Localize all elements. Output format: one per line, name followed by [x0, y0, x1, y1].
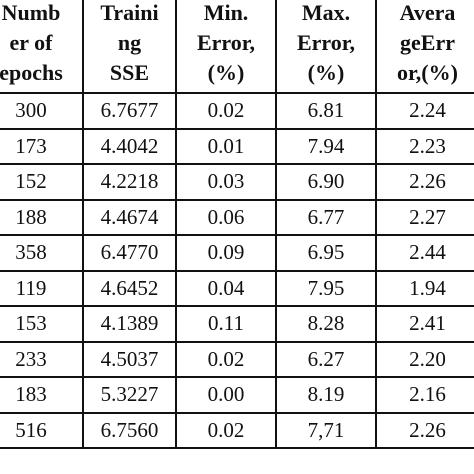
header-line: geErr — [400, 30, 455, 55]
table-row: 119 4.6452 0.04 7.95 1.94 — [0, 269, 474, 307]
cell-training-sse: 4.4042 — [82, 127, 177, 165]
cell-epochs: 300 — [0, 92, 84, 130]
cell-training-sse: 4.4674 — [82, 198, 177, 236]
header-average-error: Avera geErr or,(%) — [375, 0, 474, 94]
cell-epochs: 233 — [0, 340, 84, 378]
header-line: Avera — [399, 0, 456, 25]
header-line: or,(%) — [397, 60, 458, 85]
header-number-of-epochs: Numb er of epochs — [0, 0, 84, 94]
header-line: Traini — [100, 0, 159, 25]
table-row: 153 4.1389 0.11 8.28 2.41 — [0, 305, 474, 343]
cell-max-error: 6.81 — [275, 92, 377, 130]
header-line: er of — [9, 30, 53, 55]
cell-training-sse: 6.7560 — [82, 411, 177, 449]
cell-epochs: 516 — [0, 411, 84, 449]
cell-training-sse: 4.1389 — [82, 305, 177, 343]
cell-training-sse: 6.4770 — [82, 234, 177, 272]
table-row: 173 4.4042 0.01 7.94 2.23 — [0, 127, 474, 165]
cell-min-error: 0.01 — [175, 127, 277, 165]
header-line: Numb — [1, 0, 61, 25]
cell-max-error: 7,71 — [275, 411, 377, 449]
cell-average-error: 2.20 — [375, 340, 474, 378]
cell-epochs: 153 — [0, 305, 84, 343]
table-row: 183 5.3227 0.00 8.19 2.16 — [0, 376, 474, 414]
header-max-error: Max. Error, (%) — [275, 0, 377, 94]
header-line: Min. — [203, 0, 249, 25]
cell-average-error: 2.24 — [375, 92, 474, 130]
cell-average-error: 1.94 — [375, 269, 474, 307]
header-line: epochs — [0, 60, 63, 85]
cell-min-error: 0.04 — [175, 269, 277, 307]
cell-min-error: 0.02 — [175, 92, 277, 130]
table-row: 152 4.2218 0.03 6.90 2.26 — [0, 163, 474, 201]
cell-average-error: 2.23 — [375, 127, 474, 165]
cell-min-error: 0.02 — [175, 411, 277, 449]
cell-max-error: 6.95 — [275, 234, 377, 272]
header-line: Max. — [301, 0, 351, 25]
cell-average-error: 2.27 — [375, 198, 474, 236]
cell-max-error: 6.27 — [275, 340, 377, 378]
cell-min-error: 0.03 — [175, 163, 277, 201]
cell-min-error: 0.06 — [175, 198, 277, 236]
header-line: SSE — [109, 60, 150, 85]
cell-training-sse: 4.6452 — [82, 269, 177, 307]
cell-average-error: 2.41 — [375, 305, 474, 343]
table-row: 233 4.5037 0.02 6.27 2.20 — [0, 340, 474, 378]
cell-epochs: 183 — [0, 376, 84, 414]
header-line: (%) — [307, 60, 345, 85]
cell-min-error: 0.00 — [175, 376, 277, 414]
table-header-row: Numb er of epochs Traini ng SSE Min. Err… — [0, 0, 474, 94]
cell-epochs: 119 — [0, 269, 84, 307]
header-min-error: Min. Error, (%) — [175, 0, 277, 94]
cell-max-error: 6.77 — [275, 198, 377, 236]
table-row: 358 6.4770 0.09 6.95 2.44 — [0, 234, 474, 272]
results-table: Numb er of epochs Traini ng SSE Min. Err… — [0, 0, 474, 449]
header-line: Error, — [296, 30, 356, 55]
cell-average-error: 2.44 — [375, 234, 474, 272]
cell-epochs: 358 — [0, 234, 84, 272]
cell-min-error: 0.09 — [175, 234, 277, 272]
table-row: 516 6.7560 0.02 7,71 2.26 — [0, 411, 474, 449]
header-training-sse: Traini ng SSE — [82, 0, 177, 94]
cell-max-error: 7.95 — [275, 269, 377, 307]
cell-max-error: 8.19 — [275, 376, 377, 414]
header-line: Error, — [196, 30, 256, 55]
table-row: 188 4.4674 0.06 6.77 2.27 — [0, 198, 474, 236]
table-body: 300 6.7677 0.02 6.81 2.24 173 4.4042 0.01 7.94 2.… — [0, 92, 474, 449]
header-line: ng — [117, 30, 142, 55]
cell-training-sse: 6.7677 — [82, 92, 177, 130]
cell-average-error: 2.26 — [375, 163, 474, 201]
table-row: 300 6.7677 0.02 6.81 2.24 — [0, 92, 474, 130]
results-table-container: Numb er of epochs Traini ng SSE Min. Err… — [0, 0, 474, 449]
cell-average-error: 2.16 — [375, 376, 474, 414]
cell-min-error: 0.02 — [175, 340, 277, 378]
cell-training-sse: 5.3227 — [82, 376, 177, 414]
cell-max-error: 6.90 — [275, 163, 377, 201]
cell-training-sse: 4.2218 — [82, 163, 177, 201]
cell-epochs: 173 — [0, 127, 84, 165]
cell-average-error: 2.26 — [375, 411, 474, 449]
cell-max-error: 8.28 — [275, 305, 377, 343]
cell-min-error: 0.11 — [175, 305, 277, 343]
cell-epochs: 188 — [0, 198, 84, 236]
header-line: (%) — [207, 60, 245, 85]
cell-training-sse: 4.5037 — [82, 340, 177, 378]
cell-max-error: 7.94 — [275, 127, 377, 165]
cell-epochs: 152 — [0, 163, 84, 201]
